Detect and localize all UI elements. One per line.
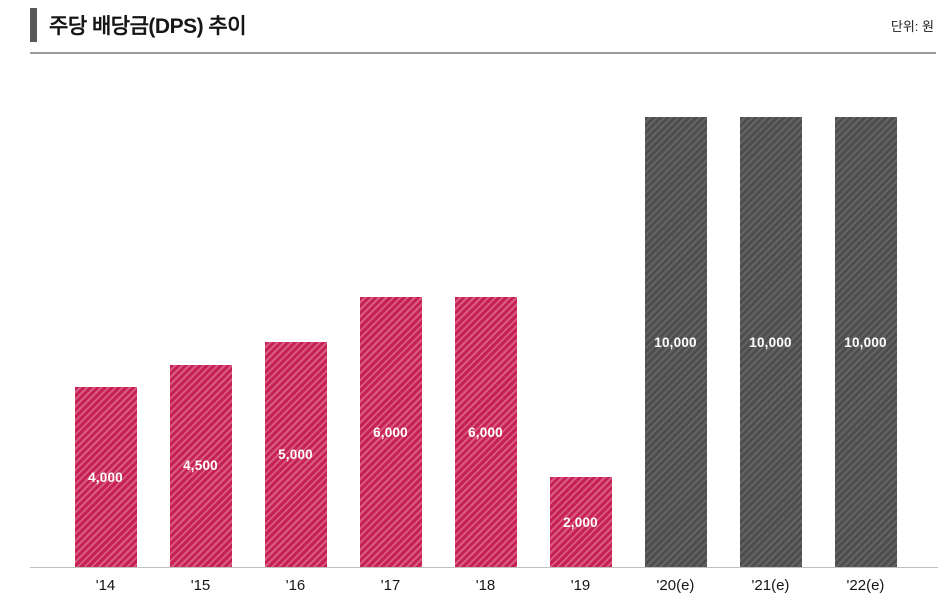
title-accent-bar <box>30 8 37 42</box>
bar-value-label: 6,000 <box>373 424 408 440</box>
x-axis-label: '20(e) <box>656 577 695 594</box>
x-axis-label: '15 <box>190 577 211 594</box>
bar-value-label: 6,000 <box>468 424 503 440</box>
bar-19: 2,000 <box>549 477 612 567</box>
bar-16: 5,000 <box>264 342 327 567</box>
bar-column: 10,000 <box>723 117 818 567</box>
bar-21e: 10,000 <box>739 117 802 567</box>
x-axis-label: '22(e) <box>846 577 885 594</box>
bar-chart: 4,000 4,500 5,000 6,000 6,000 2,000 10,000 10,0… <box>0 117 946 594</box>
bar-column: 4,000 <box>58 117 153 567</box>
bar-value-label: 4,500 <box>183 458 218 474</box>
bar-value-label: 4,000 <box>88 469 123 485</box>
x-axis-labels: '14 '15 '16 '17 '18 '19 '20(e) '21(e) '22(e) <box>58 568 913 594</box>
chart-title: 주당 배당금(DPS) 추이 <box>49 15 247 38</box>
chart-header: 주당 배당금(DPS) 추이 단위: 원 <box>30 8 936 54</box>
bar-column: 2,000 <box>533 117 628 567</box>
bar-value-label: 2,000 <box>563 514 598 530</box>
bar-column: 10,000 <box>628 117 723 567</box>
x-axis-label: '17 <box>380 577 401 594</box>
bar-column: 6,000 <box>438 117 533 567</box>
x-axis-label: '18 <box>475 577 496 594</box>
dps-chart-page: 주당 배당금(DPS) 추이 단위: 원 4,000 4,500 5,000 6,00… <box>0 8 946 616</box>
bar-value-label: 10,000 <box>749 334 792 350</box>
bar-column: 4,500 <box>153 117 248 567</box>
bar-column: 10,000 <box>818 117 913 567</box>
x-axis-label: '21(e) <box>751 577 790 594</box>
bar-value-label: 10,000 <box>654 334 697 350</box>
bar-20e: 10,000 <box>644 117 707 567</box>
x-axis-label: '14 <box>95 577 116 594</box>
bar-18: 6,000 <box>454 297 517 567</box>
bar-value-label: 10,000 <box>844 334 887 350</box>
bar-14: 4,000 <box>74 387 137 567</box>
bar-17: 6,000 <box>359 297 422 567</box>
bar-22e: 10,000 <box>834 117 897 567</box>
x-axis-label: '19 <box>570 577 591 594</box>
x-axis-label: '16 <box>285 577 306 594</box>
bar-column: 6,000 <box>343 117 438 567</box>
bar-column: 5,000 <box>248 117 343 567</box>
unit-label: 단위: 원 <box>890 18 934 34</box>
bar-15: 4,500 <box>169 364 232 567</box>
bar-plot: 4,000 4,500 5,000 6,000 6,000 2,000 10,000 10,0… <box>58 117 913 567</box>
x-axis-line <box>30 567 938 568</box>
bar-value-label: 5,000 <box>278 447 313 462</box>
